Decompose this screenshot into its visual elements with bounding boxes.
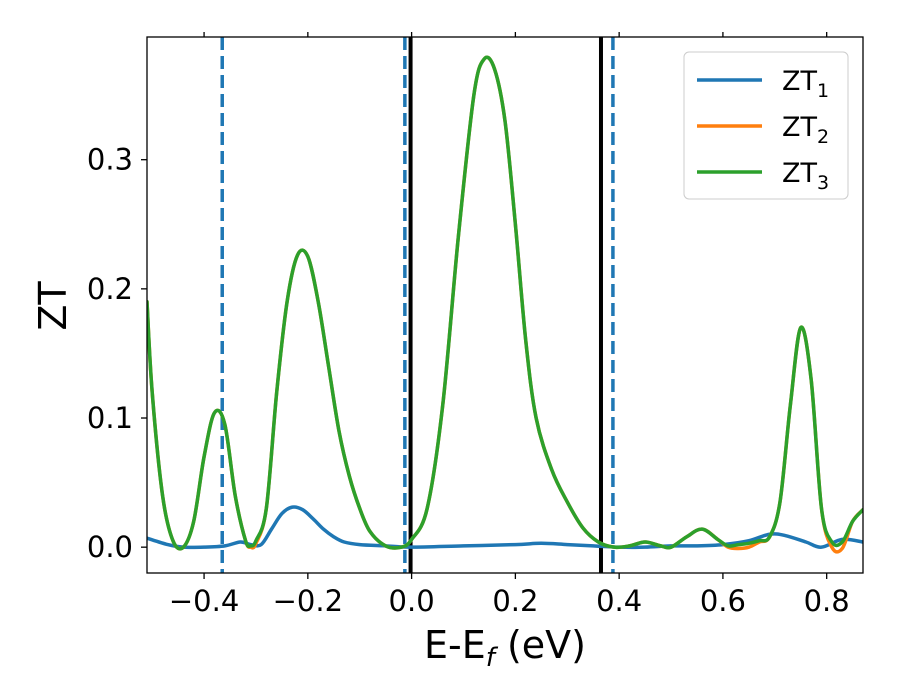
y-axis-ticks: 0.0 0.1 0.2 0.3: [87, 143, 147, 564]
reference-lines: [220, 37, 615, 573]
y-tick-label: 0.3: [87, 143, 133, 177]
x-tick-label: 0.0: [389, 584, 435, 618]
plot-frame: [146, 36, 864, 574]
x-tick-label: 0.4: [596, 584, 642, 618]
y-tick-label: 0.2: [87, 272, 133, 306]
y-axis-title: ZT: [31, 281, 75, 331]
legend-frame: [683, 51, 849, 200]
x-axis-title-main: E-E: [424, 623, 486, 667]
x-tick-label: 0.8: [804, 584, 850, 618]
legend: ZT1 ZT2 ZT3: [683, 51, 849, 200]
x-tick-label: 0.6: [700, 584, 746, 618]
x-axis-title: E-Ef (eV): [424, 623, 586, 673]
x-axis-ticks: −0.4 −0.2 0.0 0.2 0.4 0.6 0.8: [169, 32, 850, 618]
legend-label-zt2: ZT2: [782, 112, 829, 148]
legend-label-zt1: ZT1: [782, 66, 829, 102]
x-tick-label: −0.4: [169, 584, 239, 618]
y-tick-label: 0.1: [87, 401, 133, 435]
x-axis-title-unit: (eV): [495, 623, 586, 667]
series-lines: [147, 55, 863, 554]
x-tick-label: 0.2: [492, 584, 538, 618]
legend-label-zt3: ZT3: [782, 158, 829, 194]
series-line-zt3: [147, 55, 863, 551]
x-tick-label: −0.2: [273, 584, 343, 618]
y-tick-label: 0.0: [87, 530, 133, 564]
